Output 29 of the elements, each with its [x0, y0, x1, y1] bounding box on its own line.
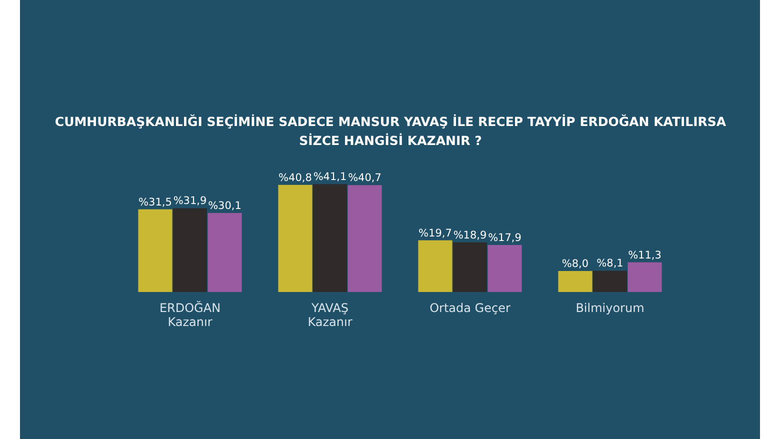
x-tick-label: Ortada Geçer [430, 301, 510, 315]
data-label: %31,9 [173, 195, 207, 208]
bar [418, 240, 452, 292]
data-label: %8,1 [596, 258, 624, 270]
bar [452, 242, 488, 292]
data-label: %8,0 [562, 258, 589, 270]
x-tick-label: Bilmiyorum [576, 301, 644, 315]
x-tick-label: ERDOĞAN Kazanır [159, 300, 221, 329]
data-label: %18,9 [453, 229, 487, 242]
bar [172, 208, 208, 292]
data-label: %17,9 [488, 232, 522, 244]
bar [592, 270, 628, 292]
data-label: %41,1 [313, 171, 347, 184]
bar [312, 184, 348, 292]
bar [278, 184, 312, 292]
data-label: %40,8 [278, 172, 312, 184]
x-tick-label: YAVAŞ Kazanır [308, 301, 352, 329]
bar [558, 270, 592, 292]
bar [138, 209, 172, 292]
bar [348, 185, 382, 292]
data-label: %40,7 [348, 172, 382, 184]
data-label: %31,5 [138, 196, 172, 208]
chart-title: CUMHURBAŞKANLIĞI SEÇİMİNE SADECE MANSUR YAVAŞ İLE RECEP TAYYİP ERDOĞAN KATILIRSA SİZCE HANGİSİ KAZANIR ? [54, 114, 726, 148]
bar [628, 262, 662, 292]
bar [208, 212, 242, 292]
data-label: %19,7 [418, 227, 452, 240]
bar [488, 245, 522, 292]
data-label: %30,1 [208, 200, 242, 212]
data-label: %11,3 [628, 249, 662, 262]
